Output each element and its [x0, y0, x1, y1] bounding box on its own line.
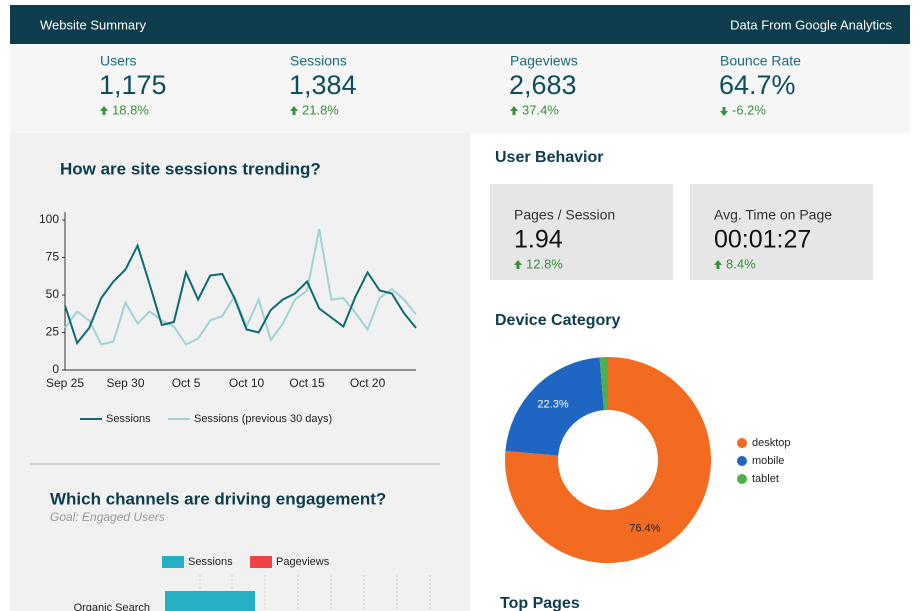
legend-swatch — [250, 556, 272, 568]
pie-slice — [505, 357, 604, 456]
channels-subtitle: Goal: Engaged Users — [50, 510, 165, 524]
category-label: Organic Search — [74, 602, 150, 611]
card-value: 00:01:27 — [714, 226, 811, 254]
legend-swatch — [737, 438, 747, 448]
trend-arrow — [290, 106, 298, 115]
pie-slice — [599, 357, 608, 411]
kpi-label: Bounce Rate — [720, 53, 801, 69]
y-tick-label: 100 — [39, 212, 59, 226]
device-title: Device Category — [495, 312, 620, 329]
legend-label: Pageviews — [276, 556, 330, 568]
trend-arrow — [100, 106, 108, 115]
header-bar — [10, 5, 910, 44]
x-tick-label: Sep 25 — [46, 376, 84, 390]
y-tick-label: 25 — [46, 325, 60, 339]
trend-title: How are site sessions trending? — [60, 159, 321, 178]
bar — [165, 591, 255, 611]
kpi-band — [10, 44, 910, 133]
x-tick-label: Oct 20 — [350, 376, 386, 390]
kpi-label: Sessions — [290, 53, 347, 69]
trend-arrow — [514, 260, 522, 269]
trend-arrow — [714, 260, 722, 269]
legend-label: Sessions (previous 30 days) — [194, 413, 332, 425]
trend-arrow — [720, 107, 728, 116]
card-label: Pages / Session — [514, 207, 615, 223]
kpi-value: 64.7% — [719, 70, 796, 100]
x-tick-label: Oct 10 — [229, 376, 265, 390]
legend-label: desktop — [752, 437, 791, 449]
pie-slice — [505, 357, 711, 563]
x-tick-label: Oct 15 — [289, 376, 325, 390]
legend-swatch — [737, 474, 747, 484]
legend-label: Sessions — [106, 413, 151, 425]
kpi-change: -6.2% — [732, 102, 766, 117]
slice-label: 76.4% — [629, 523, 660, 535]
kpi-value: 1,175 — [99, 70, 167, 100]
series-line — [64, 242, 417, 346]
y-tick-label: 50 — [46, 287, 60, 301]
card-change: 12.8% — [526, 256, 563, 271]
legend-label: mobile — [752, 455, 784, 467]
behavior-title: User Behavior — [495, 149, 604, 166]
legend-swatch — [737, 456, 747, 466]
legend-swatch — [162, 556, 184, 568]
x-tick-label: Oct 5 — [172, 376, 201, 390]
kpi-value: 2,683 — [509, 70, 577, 100]
header-title: Website Summary — [40, 17, 146, 32]
legend-label: Sessions — [188, 556, 233, 568]
channels-title: Which channels are driving engagement? — [50, 489, 386, 508]
x-tick-label: Sep 30 — [106, 376, 144, 390]
kpi-value: 1,384 — [289, 70, 357, 100]
kpi-change: 21.8% — [302, 102, 339, 117]
card-value: 1.94 — [514, 226, 563, 254]
y-tick-label: 0 — [52, 362, 59, 376]
trend-arrow — [510, 106, 518, 115]
kpi-label: Users — [100, 53, 137, 69]
kpi-change: 37.4% — [522, 102, 559, 117]
top-pages-title: Top Pages — [500, 595, 580, 611]
legend-label: tablet — [752, 473, 779, 485]
card-label: Avg. Time on Page — [714, 207, 832, 223]
kpi-change: 18.8% — [112, 102, 149, 117]
kpi-label: Pageviews — [510, 53, 578, 69]
left-panel — [10, 133, 470, 611]
slice-label: 22.3% — [537, 399, 568, 411]
y-tick-label: 75 — [46, 250, 60, 264]
header-source: Data From Google Analytics — [730, 17, 892, 32]
card-change: 8.4% — [726, 256, 756, 271]
